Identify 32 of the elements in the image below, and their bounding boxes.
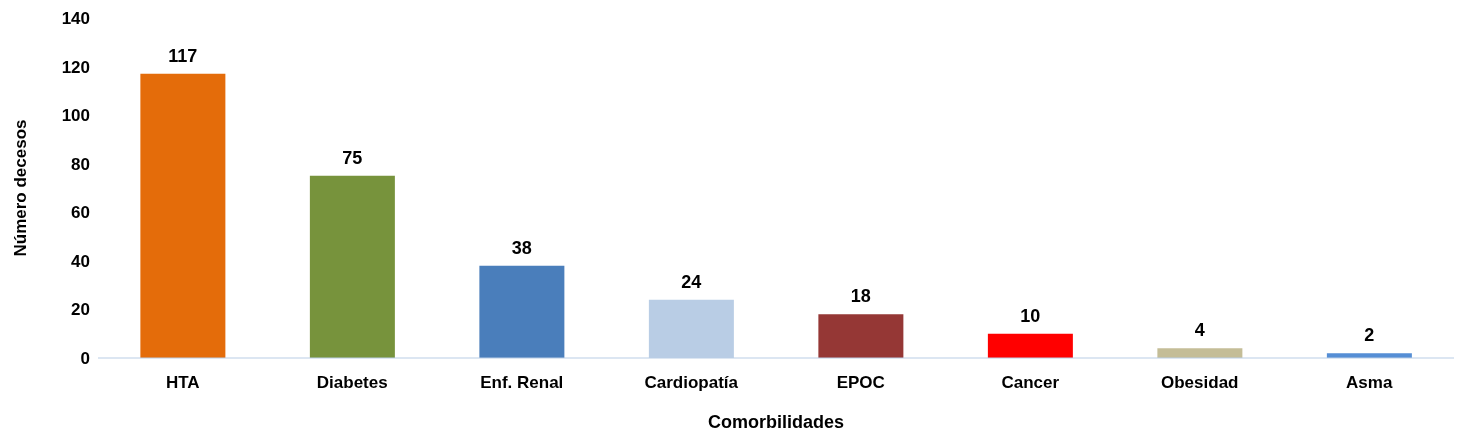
y-tick-label: 20 xyxy=(71,300,90,320)
bar xyxy=(818,314,904,358)
y-tick-label: 40 xyxy=(71,251,90,271)
data-label: 18 xyxy=(850,286,871,307)
x-tick-label: Asma xyxy=(1346,373,1393,393)
bar xyxy=(479,265,565,358)
x-tick-label: Enf. Renal xyxy=(480,373,564,393)
data-label: 10 xyxy=(1020,305,1041,326)
y-tick-label: 120 xyxy=(61,57,90,77)
y-axis-title: Número decesos xyxy=(11,119,31,257)
x-axis-title: Comorbilidades xyxy=(707,412,845,432)
x-tick-label: EPOC xyxy=(836,373,885,393)
x-tick-label: Obesidad xyxy=(1161,373,1239,393)
x-tick-label: Cardiopatía xyxy=(644,373,739,393)
x-tick-label: Diabetes xyxy=(316,373,388,393)
bar xyxy=(987,333,1073,358)
y-tick-label: 0 xyxy=(80,349,90,369)
bar xyxy=(1157,348,1243,358)
x-tick-label: Cancer xyxy=(1001,373,1060,393)
data-label: 2 xyxy=(1364,325,1375,346)
data-label: 4 xyxy=(1194,320,1205,341)
y-tick-label: 140 xyxy=(61,9,90,29)
data-label: 75 xyxy=(342,147,363,168)
x-tick-label: HTA xyxy=(165,373,200,393)
y-tick-label: 100 xyxy=(61,106,90,126)
data-label: 117 xyxy=(168,45,198,66)
y-tick-label: 80 xyxy=(71,154,90,174)
y-tick-label: 60 xyxy=(71,203,90,223)
bar xyxy=(309,175,395,358)
data-label: 38 xyxy=(511,237,532,258)
data-label: 24 xyxy=(681,271,702,292)
bar xyxy=(140,73,226,358)
